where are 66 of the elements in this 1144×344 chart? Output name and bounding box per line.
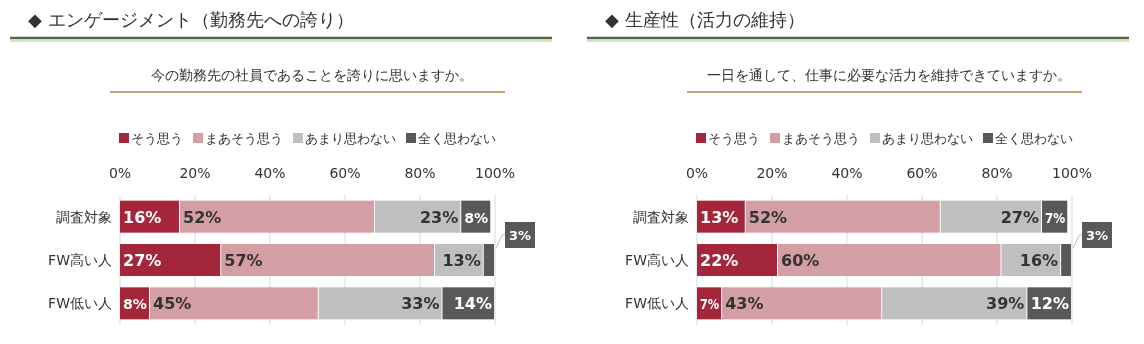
x-tick-label: 0% [685,165,709,181]
bar [778,244,1001,276]
chart-title: ◆ 生産性（活力の維持） [605,9,805,30]
chart-subtitle: 一日を通して、仕事に必要な活力を維持できていますか。 [707,67,1071,83]
data-label: 13% [442,251,481,270]
legend-label: そう思う [131,131,183,146]
data-label: 14% [453,294,492,314]
data-label: 3% [508,228,532,243]
bar [150,287,318,320]
data-label: 23% [419,207,459,227]
x-tick-label: 80% [404,165,436,181]
data-label: 16% [1019,251,1059,270]
data-label: 12% [1030,294,1069,314]
bar [745,200,940,233]
data-label: 52% [183,207,222,227]
data-label: 33% [401,294,440,314]
data-label: 39% [986,294,1025,314]
x-tick-label: 0% [108,165,132,181]
bar [120,244,221,276]
data-label: 43% [725,294,764,314]
data-label: 45% [153,294,192,314]
legend-label: まあそう思う [205,131,283,146]
data-label: 52% [748,207,788,227]
x-tick-label: 20% [179,165,211,181]
legend-label: 全く思わない [995,131,1073,146]
data-label: 7% [1045,209,1069,226]
y-tick-label: 調査対象 [56,208,112,225]
bar [882,287,1027,320]
data-label: 27% [1000,207,1039,227]
legend-label: 全く思わない [418,131,496,146]
x-tick-label: 60% [329,165,361,181]
bar [940,200,1041,233]
y-tick-label: FW低い人 [625,295,689,312]
data-label: 16% [123,207,162,227]
data-label: 13% [700,207,739,227]
bar [483,244,494,276]
bar [722,287,882,320]
y-tick-label: FW高い人 [625,252,689,268]
x-tick-label: 80% [981,165,1013,181]
chart-subtitle: 今の勤務先の社員であることを誇りに思いますか。 [151,67,473,83]
x-tick-label: 60% [906,165,938,181]
data-label: 27% [123,251,162,270]
legend-label: まあそう思う [782,131,860,146]
legend-label: あまり思わない [305,131,396,146]
data-label: 3% [1085,228,1109,243]
data-label: 22% [700,251,739,270]
y-tick-label: FW高い人 [48,252,112,268]
bar [180,200,374,233]
bar [318,287,442,320]
y-tick-label: FW低い人 [48,295,112,312]
legend-label: あまり思わない [882,131,973,146]
x-tick-label: 20% [756,165,788,181]
data-label: 8% [464,209,489,226]
legend-label: そう思う [708,131,760,146]
data-label: 57% [224,251,263,270]
x-tick-label: 100% [474,165,516,181]
chart-title: ◆ エンゲージメント（勤務先への誇り） [28,9,354,30]
data-label: 8% [123,296,147,313]
bar [221,244,434,276]
x-tick-label: 40% [254,165,286,181]
data-label: 7% [700,296,724,313]
x-tick-label: 40% [831,165,863,181]
y-tick-label: 調査対象 [633,208,689,225]
data-label: 60% [781,251,820,270]
x-tick-label: 100% [1051,165,1093,181]
bar [1061,244,1071,276]
